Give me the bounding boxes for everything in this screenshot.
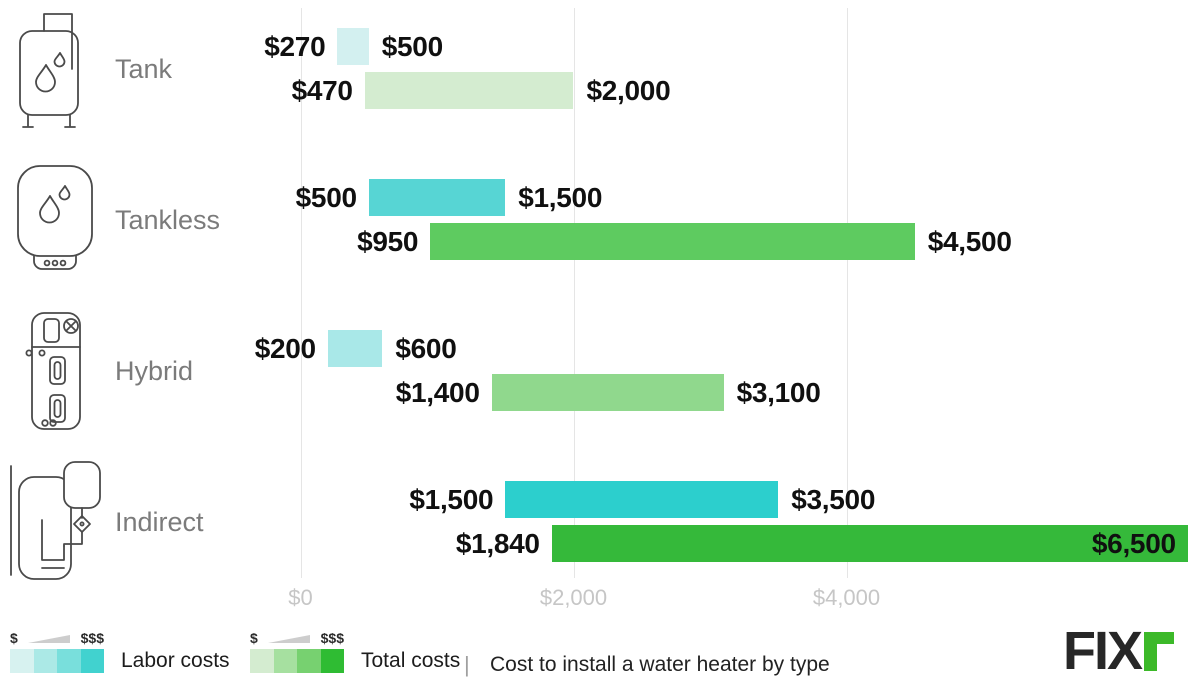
labor-range-bar (327, 330, 383, 367)
fixr-logo: FIX (1063, 621, 1175, 681)
category-label: Tankless (115, 204, 221, 235)
category-label: Hybrid (115, 355, 194, 386)
gridline (573, 8, 575, 578)
swatch-cell (10, 649, 34, 673)
labor-min-value: $200 (254, 333, 316, 364)
hybrid-icon (4, 309, 108, 433)
category-label: Tank (115, 53, 173, 84)
swatch-cell (320, 649, 344, 673)
labor-cost-ramp: $ $$$ (10, 630, 104, 646)
total-range-bar (491, 374, 724, 411)
labor-min-value: $270 (264, 31, 326, 62)
swatch-cell (80, 649, 104, 673)
x-tick-label: $2,000 (539, 585, 608, 610)
chart-title: Cost to install a water heater by type (490, 653, 830, 676)
ramp-low-label: $ (10, 630, 18, 646)
total-range-bar (430, 223, 915, 260)
total-gradient-swatch (250, 649, 344, 673)
swatch-cell (33, 649, 57, 673)
labor-range-bar (368, 179, 506, 216)
total-max-value: $4,500 (927, 226, 1012, 257)
category-label: Indirect (115, 506, 204, 537)
ramp-triangle-icon (268, 635, 311, 643)
labor-max-value: $600 (395, 333, 457, 364)
total-min-value: $950 (357, 226, 419, 257)
labor-max-value: $1,500 (518, 182, 603, 213)
ramp-low-label: $ (250, 630, 258, 646)
gridline (846, 8, 848, 578)
total-min-value: $1,400 (395, 377, 480, 408)
swatch-cell (57, 649, 81, 673)
tankless-icon (4, 158, 108, 282)
total-max-value: $2,000 (586, 75, 671, 106)
labor-legend-label: Labor costs (121, 649, 230, 672)
legend-total-group: $ $$$ Total costs (250, 630, 460, 673)
legend-labor-group: $ $$$ Labor costs (10, 630, 230, 673)
ramp-high-label: $$$ (80, 630, 104, 646)
indirect-icon (4, 460, 108, 584)
labor-max-value: $500 (381, 31, 443, 62)
labor-min-value: $500 (295, 182, 357, 213)
fixr-logo-r-icon (1144, 632, 1175, 671)
total-min-value: $1,840 (455, 528, 540, 559)
swatch-cell (297, 649, 321, 673)
labor-range-bar (505, 481, 779, 518)
total-range-bar (551, 525, 1188, 562)
total-cost-ramp: $ $$$ (250, 630, 344, 646)
x-tick-label: $0 (288, 585, 313, 610)
gridline (300, 8, 302, 578)
labor-min-value: $1,500 (409, 484, 494, 515)
legend-divider: | (464, 652, 470, 677)
labor-gradient-swatch (10, 649, 104, 673)
labor-max-value: $3,500 (791, 484, 876, 515)
total-max-value: $6,500 (1091, 528, 1176, 559)
total-min-value: $470 (291, 75, 353, 106)
total-range-bar (364, 72, 574, 109)
total-max-value: $3,100 (736, 377, 821, 408)
swatch-cell (273, 649, 297, 673)
ramp-triangle-icon (28, 635, 71, 643)
x-tick-label: $4,000 (812, 585, 881, 610)
fixr-logo-text: FIX (1063, 621, 1143, 681)
labor-range-bar (337, 28, 369, 65)
ramp-high-label: $$$ (320, 630, 344, 646)
tank-icon (4, 7, 108, 131)
swatch-cell (250, 649, 274, 673)
total-legend-label: Total costs (361, 649, 461, 672)
